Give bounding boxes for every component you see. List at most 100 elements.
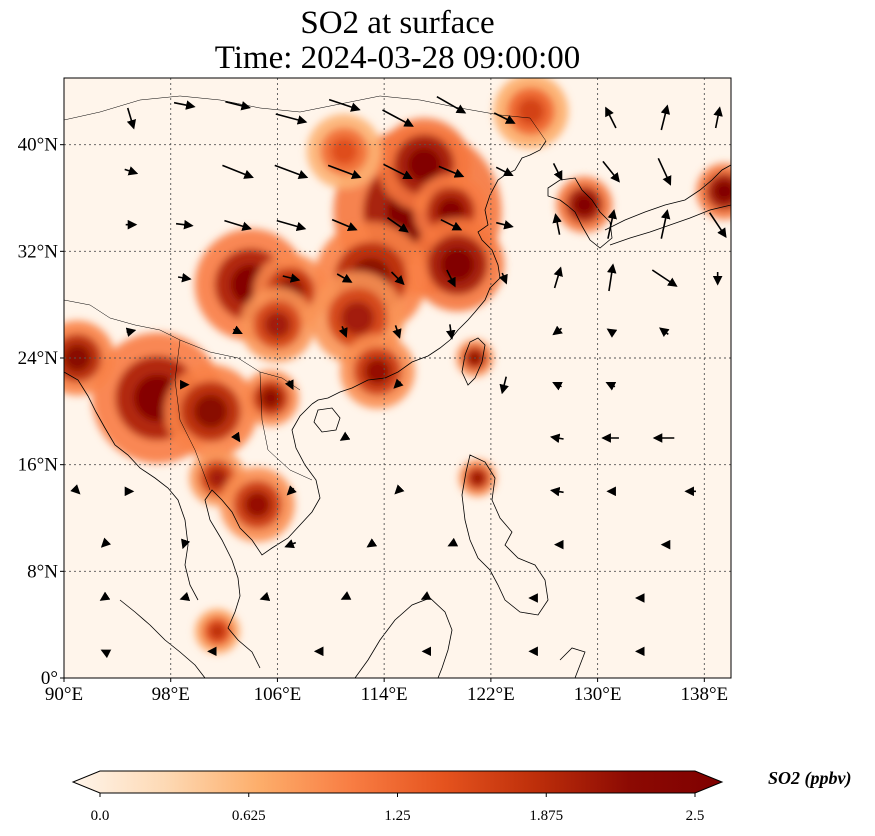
coastline-hainan <box>313 407 341 433</box>
wind-arrow <box>387 217 409 233</box>
wind-arrow <box>331 218 358 232</box>
wind-vectors <box>70 95 727 659</box>
wind-arrow <box>445 324 456 340</box>
wind-arrow <box>392 325 402 339</box>
wind-arrow <box>100 537 112 548</box>
wind-arrow <box>366 538 378 548</box>
map-title-line2: Time: 2024-03-28 09:00:00 <box>214 40 581 76</box>
wind-arrow <box>382 109 414 127</box>
coastlines <box>64 95 731 678</box>
so2-hotspot <box>410 217 505 312</box>
wind-arrow <box>552 325 563 336</box>
wind-arrow <box>390 271 405 286</box>
wind-arrow <box>420 591 432 600</box>
coastline-korea <box>547 177 613 249</box>
wind-arrow <box>713 106 723 129</box>
wind-arrow <box>99 591 111 601</box>
wind-arrow <box>496 220 514 230</box>
wind-arrow <box>552 381 563 391</box>
wind-arrow <box>383 163 413 180</box>
wind-arrow <box>232 325 243 335</box>
lat-tick-label: 16°N <box>18 455 59 476</box>
so2-concentration-field <box>64 78 731 654</box>
wind-arrow <box>606 263 617 292</box>
wind-arrow <box>495 166 514 177</box>
so2-hotspot <box>493 78 569 149</box>
country-borders <box>64 95 547 491</box>
wind-arrow <box>125 327 137 337</box>
wind-arrow <box>181 538 191 550</box>
wind-arrow <box>275 113 308 125</box>
colorbar-tick-label: 0.625 <box>232 808 266 824</box>
lon-tick-label: 114°E <box>361 684 408 705</box>
colorbar-tick-label: 1.875 <box>529 808 563 824</box>
wind-arrow <box>338 326 348 338</box>
so2-hotspot <box>458 459 497 497</box>
wind-arrow <box>550 486 564 497</box>
lon-tick-label: 130°E <box>574 684 622 705</box>
longitude-axis: 90°E 98°E 106°E 114°E 122°E 130°E 138°E <box>45 678 728 705</box>
lat-tick-label: 24°N <box>18 348 59 369</box>
lon-tick-label: 98°E <box>152 684 190 705</box>
wind-arrow <box>222 164 254 179</box>
wind-arrow <box>553 266 563 289</box>
colorbar-title: SO2 (ppbv) <box>768 768 852 788</box>
wind-arrow <box>493 112 516 124</box>
colorbar-ticks: 0.0 0.625 1.25 1.875 2.5 <box>91 793 705 824</box>
so2-hotspot <box>696 163 731 220</box>
gridlines <box>64 78 731 678</box>
so2-hotspot <box>556 176 613 233</box>
so2-hotspot <box>242 369 299 427</box>
wind-arrow <box>393 378 404 389</box>
wind-arrow <box>124 166 139 176</box>
so2-hotspot <box>194 608 240 654</box>
coastline-philippines <box>461 454 549 616</box>
so2-hotspot <box>164 364 258 459</box>
wind-arrow <box>126 107 136 130</box>
wind-arrow <box>336 273 353 283</box>
wind-arrow <box>230 431 241 443</box>
wind-arrow <box>552 213 562 235</box>
coastline-taiwan <box>461 337 486 386</box>
wind-arrow <box>659 327 670 337</box>
so2-hotspot <box>340 333 415 409</box>
coastline-sumatra <box>119 599 206 678</box>
colorbar-gradient <box>71 770 724 794</box>
wind-arrow <box>259 591 271 602</box>
wind-arrow <box>173 100 196 110</box>
wind-arrow <box>660 209 671 239</box>
so2-hotspot <box>220 467 295 543</box>
wind-arrow <box>657 157 672 186</box>
wind-arrow <box>179 591 191 602</box>
wind-arrow <box>447 537 459 547</box>
wind-arrow <box>100 649 112 659</box>
plot-area <box>63 77 732 679</box>
wind-arrow <box>651 269 678 287</box>
wind-arrow <box>175 219 194 230</box>
wind-arrow <box>550 433 564 444</box>
so2-hotspot <box>306 113 382 189</box>
lat-tick-label: 0° <box>41 668 58 689</box>
lat-tick-label: 40°N <box>18 135 59 156</box>
wind-arrow <box>607 209 617 239</box>
wind-arrow <box>440 218 463 231</box>
wind-arrow <box>276 219 307 232</box>
wind-arrow <box>328 98 361 112</box>
colorbar-tick-label: 1.25 <box>384 808 410 824</box>
wind-arrow <box>286 485 297 496</box>
coastline-japan <box>604 164 731 246</box>
wind-arrow <box>274 164 309 180</box>
wind-arrow <box>282 273 301 283</box>
wind-arrow <box>660 104 671 131</box>
wind-arrow <box>438 165 465 178</box>
wind-arrow <box>339 431 351 441</box>
lon-tick-label: 138°E <box>680 684 728 705</box>
wind-arrow <box>606 328 618 338</box>
wind-arrow <box>708 212 727 238</box>
wind-arrow <box>224 219 252 231</box>
lon-tick-label: 122°E <box>467 684 515 705</box>
lon-tick-label: 90°E <box>45 684 83 705</box>
colorbar-tick-label: 2.5 <box>686 808 705 824</box>
wind-arrow <box>605 106 617 129</box>
